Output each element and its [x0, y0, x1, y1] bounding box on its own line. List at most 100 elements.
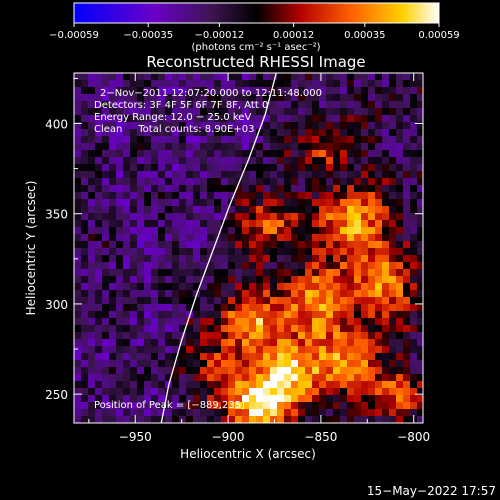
heatmap-pixel: [193, 325, 200, 332]
heatmap-pixel: [221, 227, 228, 234]
heatmap-pixel: [382, 150, 389, 157]
heatmap-pixel: [340, 220, 347, 227]
heatmap-pixel: [74, 94, 81, 101]
heatmap-pixel: [368, 409, 375, 416]
heatmap-pixel: [214, 255, 221, 262]
heatmap-pixel: [305, 87, 312, 94]
heatmap-pixel: [375, 101, 382, 108]
heatmap-pixel: [277, 115, 284, 122]
heatmap-pixel: [88, 192, 95, 199]
heatmap-pixel: [263, 381, 270, 388]
heatmap-pixel: [347, 346, 354, 353]
heatmap-pixel: [235, 360, 242, 367]
heatmap-pixel: [74, 101, 81, 108]
heatmap-pixel: [382, 199, 389, 206]
heatmap-pixel: [298, 164, 305, 171]
heatmap-pixel: [95, 143, 102, 150]
colorbar: [73, 2, 440, 24]
heatmap-pixel: [263, 360, 270, 367]
heatmap-pixel: [396, 339, 403, 346]
heatmap-pixel: [340, 262, 347, 269]
heatmap-pixel: [102, 304, 109, 311]
heatmap-pixel: [158, 101, 165, 108]
heatmap-pixel: [109, 185, 116, 192]
heatmap-pixel: [410, 129, 417, 136]
heatmap-pixel: [165, 325, 172, 332]
heatmap-pixel: [116, 150, 123, 157]
heatmap-pixel: [347, 311, 354, 318]
heatmap-pixel: [179, 388, 186, 395]
heatmap-pixel: [137, 353, 144, 360]
heatmap-pixel: [403, 108, 410, 115]
heatmap-pixel: [263, 290, 270, 297]
heatmap-pixel: [165, 395, 172, 402]
heatmap-pixel: [389, 115, 396, 122]
heatmap-pixel: [144, 318, 151, 325]
heatmap-pixel: [109, 255, 116, 262]
heatmap-pixel: [228, 108, 235, 115]
heatmap-pixel: [102, 311, 109, 318]
heatmap-pixel: [172, 311, 179, 318]
heatmap-pixel: [116, 220, 123, 227]
heatmap-pixel: [347, 122, 354, 129]
heatmap-pixel: [340, 108, 347, 115]
heatmap-pixel: [340, 283, 347, 290]
heatmap-pixel: [74, 318, 81, 325]
heatmap-pixel: [326, 388, 333, 395]
x-tick-label: −950: [119, 430, 152, 444]
heatmap-pixel: [207, 150, 214, 157]
heatmap-pixel: [144, 80, 151, 87]
heatmap-pixel: [158, 213, 165, 220]
heatmap-pixel: [228, 374, 235, 381]
heatmap-pixel: [340, 409, 347, 416]
heatmap-pixel: [403, 227, 410, 234]
heatmap-pixel: [102, 388, 109, 395]
heatmap-pixel: [319, 108, 326, 115]
heatmap-pixel: [172, 185, 179, 192]
heatmap-pixel: [263, 101, 270, 108]
heatmap-pixel: [214, 115, 221, 122]
heatmap-pixel: [200, 367, 207, 374]
heatmap-pixel: [158, 290, 165, 297]
heatmap-pixel: [249, 262, 256, 269]
heatmap-pixel: [165, 297, 172, 304]
heatmap-pixel: [375, 80, 382, 87]
heatmap-pixel: [368, 248, 375, 255]
heatmap-pixel: [221, 220, 228, 227]
heatmap-pixel: [102, 108, 109, 115]
heatmap-pixel: [417, 220, 423, 227]
heatmap-pixel: [123, 171, 130, 178]
heatmap-pixel: [361, 80, 368, 87]
heatmap-pixel: [123, 129, 130, 136]
heatmap-pixel: [291, 332, 298, 339]
heatmap-pixel: [375, 199, 382, 206]
heatmap-pixel: [109, 367, 116, 374]
heatmap-pixel: [270, 367, 277, 374]
heatmap-pixel: [368, 108, 375, 115]
heatmap-pixel: [74, 87, 81, 94]
heatmap-pixel: [74, 283, 81, 290]
heatmap-pixel: [214, 150, 221, 157]
heatmap-pixel: [116, 234, 123, 241]
heatmap-pixel: [291, 339, 298, 346]
heatmap-pixel: [305, 136, 312, 143]
heatmap-pixel: [102, 73, 109, 80]
heatmap-pixel: [305, 178, 312, 185]
heatmap-pixel: [340, 192, 347, 199]
heatmap-pixel: [158, 360, 165, 367]
heatmap-pixel: [361, 262, 368, 269]
heatmap-pixel: [158, 94, 165, 101]
heatmap-pixel: [326, 381, 333, 388]
heatmap-pixel: [389, 94, 396, 101]
heatmap-pixel: [144, 395, 151, 402]
x-axis-ticks: −950 −900 −850 −800: [88, 73, 430, 444]
heatmap-pixel: [186, 318, 193, 325]
heatmap-pixel: [389, 241, 396, 248]
heatmap-pixel: [417, 241, 423, 248]
heatmap-pixel: [186, 220, 193, 227]
heatmap-pixel: [130, 94, 137, 101]
heatmap-pixel: [417, 108, 423, 115]
heatmap-pixel: [88, 325, 95, 332]
heatmap-pixel: [326, 115, 333, 122]
heatmap-pixel: [263, 136, 270, 143]
